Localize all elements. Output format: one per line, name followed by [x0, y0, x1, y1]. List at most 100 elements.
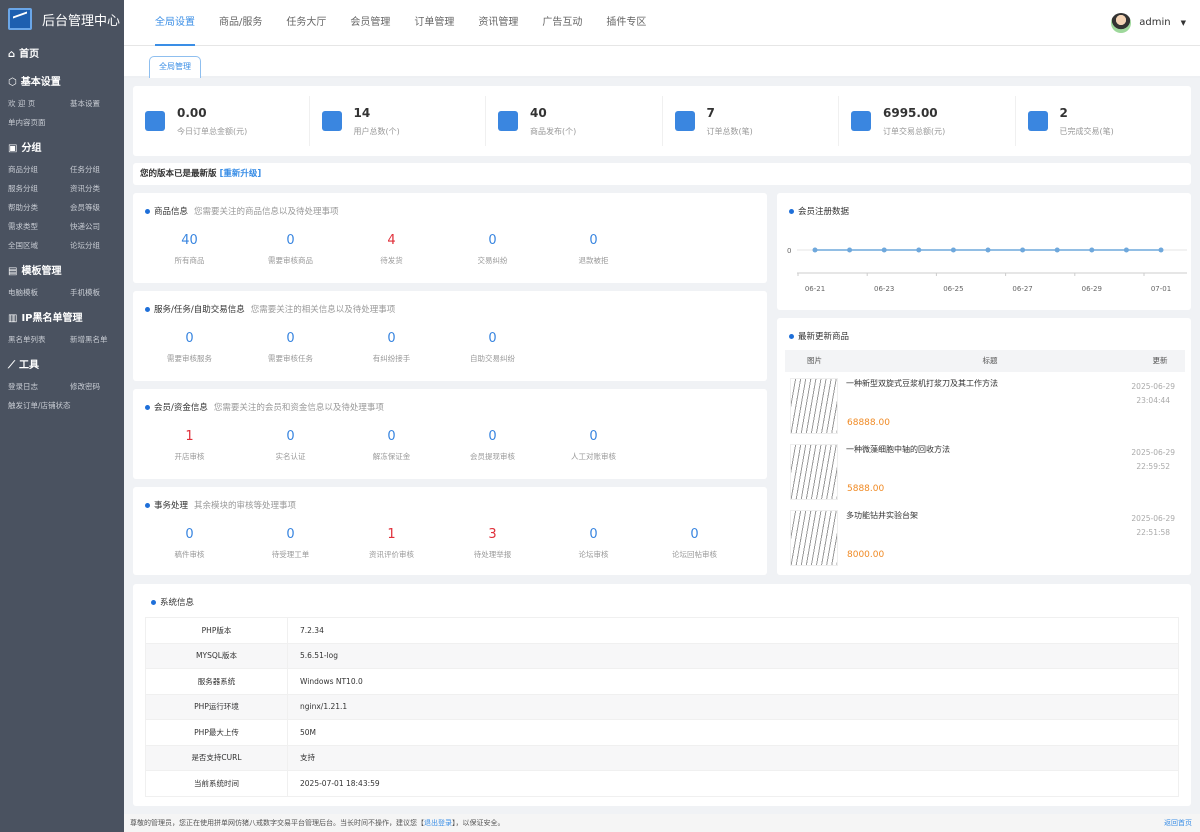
nav-tab[interactable]: 任务大厅 — [286, 16, 327, 28]
footer-text-end: 】，以保证安全。 — [452, 819, 505, 827]
app-title: 后台管理中心 — [42, 13, 121, 29]
sidebar-item[interactable]: 单内容页面 — [8, 118, 46, 127]
chart-line-icon: ⟋ — [8, 360, 15, 371]
sidebar-item[interactable]: 全国区域 — [8, 241, 38, 250]
col-updated: 更新 — [1152, 356, 1168, 365]
goods-thumbnail[interactable] — [790, 444, 838, 500]
item-count: 0 — [286, 233, 295, 248]
sidebar-item[interactable]: 新增黑名单 — [70, 335, 108, 344]
sidebar-group-title[interactable]: ⬡ 基本设置 — [8, 72, 116, 94]
sidebar-item[interactable]: 论坛分组 — [70, 241, 100, 250]
goods-price: 5888.00 — [847, 484, 885, 494]
nav-tab[interactable]: 会员管理 — [350, 16, 391, 28]
item-label: 会员提现审核 — [470, 452, 515, 461]
goods-thumbnail[interactable] — [790, 378, 838, 434]
nav-tab[interactable]: 商品/服务 — [219, 16, 263, 28]
sysinfo-value: 支持 — [287, 744, 1179, 771]
stat-value: 0.00 — [177, 105, 207, 120]
info-item[interactable]: 0 实名认证 — [240, 429, 341, 462]
stat-value: 40 — [530, 105, 547, 120]
sidebar-item[interactable]: 服务分组 — [8, 184, 38, 193]
sidebar-group-title[interactable]: ▥ IP黑名单管理 — [8, 308, 116, 330]
goods-thumbnail[interactable] — [790, 510, 838, 566]
back-home-link[interactable]: 返回首页 — [1164, 819, 1192, 827]
info-item[interactable]: 1 资讯评价审核 — [341, 527, 442, 560]
item-count: 0 — [387, 331, 396, 346]
sidebar-item[interactable]: 手机模板 — [70, 288, 100, 297]
info-item[interactable]: 0 退款被拒 — [543, 233, 644, 266]
sidebar-group: ▤ 模板管理电脑模板 手机模板 — [0, 255, 124, 302]
sidebar-group-title[interactable]: ▤ 模板管理 — [8, 261, 116, 283]
goods-row[interactable]: 一种微藻细胞中轴的回收方法 5888.00 2025-06-29 22:59:52 — [785, 438, 1185, 504]
sidebar-item[interactable]: 电脑模板 — [8, 288, 38, 297]
goods-row[interactable]: 多功能钻井实验台架 8000.00 2025-06-29 22:51:58 — [785, 504, 1185, 570]
info-item[interactable]: 0 自助交易纠纷 — [442, 331, 543, 364]
info-item[interactable]: 0 需要审核商品 — [240, 233, 341, 266]
sidebar-group-title[interactable]: ⌂ 首页 — [8, 44, 116, 66]
layers-icon — [674, 111, 695, 131]
goods-time: 22:51:58 — [1136, 528, 1171, 537]
sysinfo-key: MYSQL版本 — [145, 642, 288, 669]
data-point — [1158, 247, 1164, 253]
sidebar-group-label: 模板管理 — [21, 266, 62, 277]
info-item[interactable]: 0 人工对账审核 — [543, 429, 644, 462]
sidebar-item[interactable]: 登录日志 — [8, 382, 38, 391]
sidebar-item[interactable]: 触发订单/店铺状态 — [8, 401, 71, 410]
info-item[interactable]: 0 会员提现审核 — [442, 429, 543, 462]
nav-tab[interactable]: 订单管理 — [414, 16, 455, 28]
sidebar-group-title[interactable]: ▣ 分组 — [8, 138, 116, 160]
info-item[interactable]: 0 论坛审核 — [543, 527, 644, 560]
sidebar-item[interactable]: 修改密码 — [70, 382, 100, 391]
data-point — [847, 247, 853, 253]
nav-tab[interactable]: 全局设置 — [155, 0, 195, 46]
info-item[interactable]: 40 所有商品 — [139, 233, 240, 266]
item-count: 0 — [589, 527, 598, 542]
item-label: 待处理举报 — [473, 550, 512, 559]
data-point — [881, 247, 887, 253]
info-item[interactable]: 4 待发货 — [341, 233, 442, 266]
user-icon — [321, 111, 342, 131]
stat-label: 商品发布(个) — [530, 126, 577, 136]
info-item[interactable]: 0 需要审核任务 — [240, 331, 341, 364]
stat-item: 14 用户总数(个) — [310, 96, 486, 146]
sysinfo-value: nginx/1.21.1 — [287, 693, 1179, 720]
goods-row[interactable]: 一种新型双旋式豆浆机打浆刀及其工作方法 68888.00 2025-06-29 23:… — [785, 372, 1185, 438]
user-menu[interactable]: admin ▼ — [1111, 12, 1186, 33]
sidebar-item[interactable]: 商品分组 — [8, 165, 38, 174]
info-item[interactable]: 0 有纠纷接手 — [341, 331, 442, 364]
info-item[interactable]: 0 交易纠纷 — [442, 233, 543, 266]
sidebar-item[interactable]: 资讯分类 — [70, 184, 100, 193]
sidebar-item[interactable]: 快递公司 — [70, 222, 100, 231]
goods-title[interactable]: 一种微藻细胞中轴的回收方法 — [846, 445, 950, 454]
nav-tab[interactable]: 广告互动 — [542, 16, 583, 28]
x-tick-label: 06-29 — [1082, 285, 1102, 293]
logout-link[interactable]: 退出登录 — [424, 819, 452, 827]
item-count: 0 — [286, 331, 295, 346]
sidebar-item[interactable]: 任务分组 — [70, 165, 100, 174]
sidebar-item[interactable]: 帮助分类 — [8, 203, 38, 212]
upgrade-link[interactable]: [重新升级] — [219, 169, 262, 179]
nav-tab[interactable]: 资讯管理 — [478, 16, 519, 28]
sysinfo-key: 是否支持CURL — [145, 744, 288, 771]
goods-title[interactable]: 多功能钻井实验台架 — [846, 511, 918, 520]
info-item[interactable]: 0 稿件审核 — [139, 527, 240, 560]
subtab-global[interactable]: 全局管理 — [149, 56, 201, 78]
goods-title[interactable]: 一种新型双旋式豆浆机打浆刀及其工作方法 — [846, 379, 998, 388]
info-item[interactable]: 0 待受理工单 — [240, 527, 341, 560]
col-title: 标题 — [982, 356, 998, 365]
info-item[interactable]: 0 解冻保证金 — [341, 429, 442, 462]
sidebar-item[interactable]: 欢 迎 页 — [8, 99, 36, 108]
chart-svg: 0 06-21 06-23 06-25 06-27 06-29 07-01 — [787, 247, 1187, 293]
info-panel: 事务处理 其余模块的审核等处理事项 0 稿件审核 0 待受理工单 1 资讯评价审核 3 待处理举报… — [133, 487, 767, 575]
info-item[interactable]: 0 论坛回帖审核 — [644, 527, 745, 560]
sidebar-item[interactable]: 黑名单列表 — [8, 335, 46, 344]
sidebar-group-title[interactable]: ⟋ 工具 — [8, 355, 116, 377]
info-item[interactable]: 3 待处理举报 — [442, 527, 543, 560]
sidebar-item[interactable]: 需求类型 — [8, 222, 38, 231]
info-item[interactable]: 0 需要审核服务 — [139, 331, 240, 364]
logo[interactable]: 后台管理中心 — [0, 0, 124, 38]
sidebar-item[interactable]: 基本设置 — [70, 99, 100, 108]
sidebar-item[interactable]: 会员等级 — [70, 203, 100, 212]
nav-tab[interactable]: 插件专区 — [606, 16, 647, 28]
info-item[interactable]: 1 开店审核 — [139, 429, 240, 462]
